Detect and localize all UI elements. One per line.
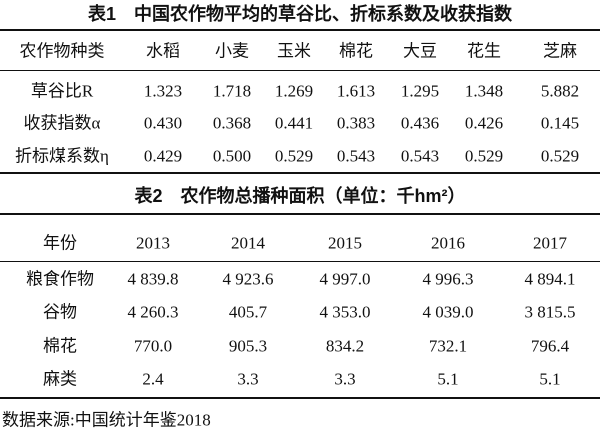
table-cell: 4 260.3 <box>127 302 179 322</box>
table-cell: 0.441 <box>274 113 314 133</box>
table-cell: 粮食作物 <box>26 269 94 289</box>
top-rule <box>0 213 600 215</box>
table-cell: 4 353.0 <box>319 302 371 322</box>
header-rule <box>0 70 600 71</box>
table-cell: 0.383 <box>336 113 376 133</box>
table-cell: 1.718 <box>212 81 252 101</box>
table-cell: 4 839.8 <box>127 269 179 289</box>
table-cell: 1.269 <box>274 81 314 101</box>
table-cell: 1.323 <box>143 81 183 101</box>
table-cell: 732.1 <box>428 336 468 356</box>
table-cell: 4 039.0 <box>422 302 474 322</box>
table-cell: 405.7 <box>228 302 268 322</box>
table-cell: 4 923.6 <box>222 269 274 289</box>
table-cell: 0.426 <box>464 113 504 133</box>
source-note: 数据来源:中国统计年鉴2018 <box>2 410 211 430</box>
top-rule <box>0 29 600 31</box>
header-cell: 2015 <box>328 233 362 253</box>
table-cell: 905.3 <box>228 336 268 356</box>
table-cell: 0.429 <box>143 146 183 166</box>
table-cell: 0.430 <box>143 113 183 133</box>
table-cell: 2.4 <box>142 369 164 389</box>
header-cell: 2014 <box>231 233 265 253</box>
table-cell: 3.3 <box>237 369 259 389</box>
table-cell: 5.1 <box>437 369 459 389</box>
header-cell: 农作物种类 <box>19 41 105 61</box>
header-cell: 2013 <box>136 233 170 253</box>
table-cell: 麻类 <box>43 369 77 389</box>
table-cell: 796.4 <box>530 336 570 356</box>
table-cell: 1.295 <box>400 81 440 101</box>
header-cell: 花生 <box>467 41 501 61</box>
table-cell: 0.529 <box>464 146 504 166</box>
table-cell: 0.500 <box>212 146 252 166</box>
table-cell: 收获指数α <box>23 113 101 133</box>
table-cell: 谷物 <box>43 302 77 322</box>
table-cell: 4 997.0 <box>319 269 371 289</box>
table-cell: 4 894.1 <box>524 269 576 289</box>
header-cell: 大豆 <box>403 41 437 61</box>
table-cell: 0.529 <box>274 146 314 166</box>
table-title: 表2 农作物总播种面积（单位：千hm²） <box>134 186 466 206</box>
header-cell: 水稻 <box>146 41 180 61</box>
table-cell: 0.436 <box>400 113 440 133</box>
bottom-rule <box>0 397 600 399</box>
table-cell: 棉花 <box>43 336 77 356</box>
header-cell: 2017 <box>533 233 567 253</box>
header-cell: 年份 <box>43 233 77 253</box>
table-cell: 草谷比R <box>30 81 94 101</box>
header-cell: 棉花 <box>339 41 373 61</box>
table-cell: 0.543 <box>336 146 376 166</box>
header-cell: 芝麻 <box>543 41 577 61</box>
table-title: 表1 中国农作物平均的草谷比、折标系数及收获指数 <box>87 4 513 24</box>
table-cell: 3.3 <box>334 369 356 389</box>
header-cell: 玉米 <box>277 41 311 61</box>
bottom-rule <box>0 172 600 174</box>
table-cell: 3 815.5 <box>524 302 576 322</box>
table-cell: 0.529 <box>540 146 580 166</box>
table-cell: 5.882 <box>540 81 580 101</box>
table-cell: 770.0 <box>133 336 173 356</box>
table-cell: 1.613 <box>336 81 376 101</box>
table-cell: 1.348 <box>464 81 504 101</box>
table-cell: 0.368 <box>212 113 252 133</box>
table-cell: 4 996.3 <box>422 269 474 289</box>
table-cell: 5.1 <box>539 369 561 389</box>
header-cell: 小麦 <box>215 41 249 61</box>
table-cell: 折标煤系数η <box>15 146 109 166</box>
table-cell: 0.543 <box>400 146 440 166</box>
header-cell: 2016 <box>431 233 465 253</box>
table-cell: 0.145 <box>540 113 580 133</box>
table-cell: 834.2 <box>325 336 365 356</box>
header-rule <box>0 261 600 262</box>
